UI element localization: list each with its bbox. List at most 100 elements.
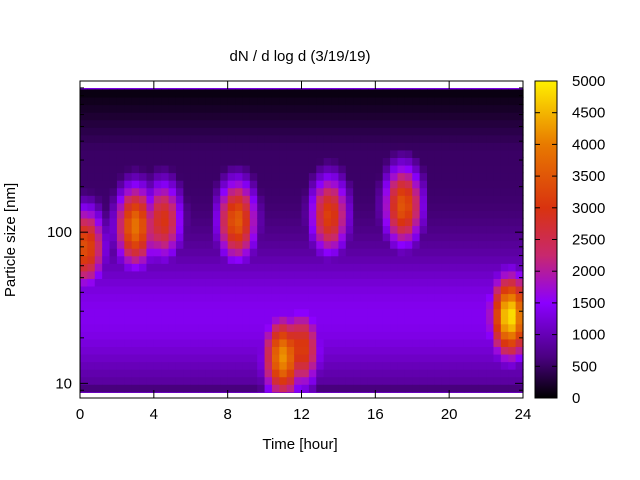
heatmap-cell [493,89,502,98]
heatmap-cell [94,172,103,181]
heatmap-cell [390,157,399,166]
heatmap-cell [212,301,221,310]
heatmap-cell [220,89,229,98]
heatmap-cell [102,285,111,295]
heatmap-cell [271,202,280,211]
heatmap-cell [205,369,214,378]
heatmap-cell [500,353,509,363]
heatmap-cell [375,157,384,166]
heatmap-cell [131,323,140,332]
heatmap-cell [190,285,199,295]
heatmap-cell [94,323,103,332]
heatmap-cell [227,240,236,249]
heatmap-cell [175,346,184,355]
heatmap-cell [493,104,502,113]
heatmap-cell [449,301,458,310]
heatmap-cell [131,384,140,393]
heatmap-cell [161,376,170,385]
heatmap-cell [227,353,236,363]
heatmap-cell [382,89,391,98]
heatmap-cell [338,301,347,310]
heatmap-cell [124,301,133,310]
heatmap-cell [367,119,376,128]
heatmap-cell [183,301,192,310]
heatmap-cell [131,248,140,257]
heatmap-cell [375,293,384,302]
heatmap-cell [441,233,450,242]
heatmap-cell [331,270,340,279]
heatmap-cell [87,225,96,234]
heatmap-cell [264,369,273,378]
heatmap-cell [124,278,133,287]
heatmap-cell [471,233,480,242]
heatmap-cell [153,301,162,310]
heatmap-cell [249,104,258,113]
heatmap-cell [515,301,524,310]
heatmap-cell [153,134,162,143]
heatmap-cell [146,217,155,227]
heatmap-cell [220,157,229,166]
heatmap-cell [323,233,332,242]
heatmap-cell [183,293,192,302]
heatmap-cell [198,134,207,143]
heatmap-cell [227,187,236,196]
heatmap-cell [286,270,295,279]
heatmap-cell [235,225,244,234]
heatmap-cell [116,157,125,166]
heatmap-cell [102,308,111,317]
heatmap-cell [109,89,118,98]
heatmap-cell [449,308,458,317]
heatmap-cell [331,180,340,189]
heatmap-cell [168,112,177,121]
heatmap-cell [257,187,266,196]
heatmap-cell [500,187,509,196]
heatmap-cell [404,180,413,189]
heatmap-cell [212,149,221,159]
heatmap-cell [390,361,399,370]
heatmap-cell [463,376,472,385]
heatmap-cell [427,180,435,189]
heatmap-cell [441,285,450,295]
heatmap-cell [419,217,428,227]
heatmap-cell [353,338,362,347]
heatmap-cell [190,384,199,393]
heatmap-cell [382,369,391,378]
heatmap-cell [412,104,421,113]
heatmap-cell [264,361,273,370]
heatmap-cell [449,353,458,363]
heatmap-cell [367,285,376,295]
heatmap-cell [212,225,221,234]
heatmap-cell [338,384,347,393]
heatmap-cell [87,248,96,257]
heatmap-cell [175,361,184,370]
heatmap-cell [471,301,480,310]
heatmap-cell [308,210,317,219]
heatmap-cell [190,217,199,227]
heatmap-cell [242,248,251,257]
heatmap-cell [271,172,280,181]
heatmap-cell [367,263,376,272]
heatmap-cell [419,164,428,174]
heatmap-cell [456,376,465,385]
heatmap-cell [279,119,288,128]
heatmap-cell [419,369,428,378]
heatmap-cell [456,361,465,370]
heatmap-cell [153,217,162,227]
heatmap-cell [419,119,428,128]
heatmap-cell [198,180,207,189]
heatmap-cell [183,164,192,174]
heatmap-cell [279,301,288,310]
heatmap-cell [323,104,332,113]
heatmap-cell [205,172,214,181]
heatmap-cell [242,376,251,385]
heatmap-cell [508,89,517,98]
heatmap-cell [102,112,111,121]
heatmap-cell [478,255,487,264]
heatmap-cell [375,112,384,121]
heatmap-cell [493,338,502,347]
heatmap-cell [102,157,111,166]
heatmap-cell [153,376,162,385]
heatmap-cell [198,293,207,302]
heatmap-cell [404,112,413,121]
